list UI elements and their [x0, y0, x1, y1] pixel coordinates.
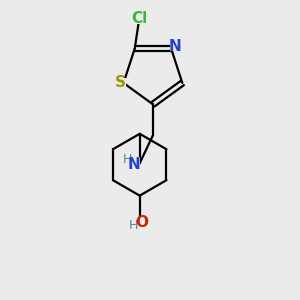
Text: S: S [115, 76, 126, 91]
FancyBboxPatch shape [130, 216, 149, 228]
Text: N: N [128, 157, 140, 172]
Text: O: O [136, 214, 148, 230]
Text: Cl: Cl [131, 11, 147, 26]
FancyBboxPatch shape [131, 14, 147, 24]
FancyBboxPatch shape [170, 43, 179, 51]
Text: H: H [129, 219, 139, 232]
Text: H: H [123, 153, 133, 166]
Text: N: N [168, 40, 181, 55]
FancyBboxPatch shape [115, 78, 126, 88]
FancyBboxPatch shape [123, 157, 140, 170]
